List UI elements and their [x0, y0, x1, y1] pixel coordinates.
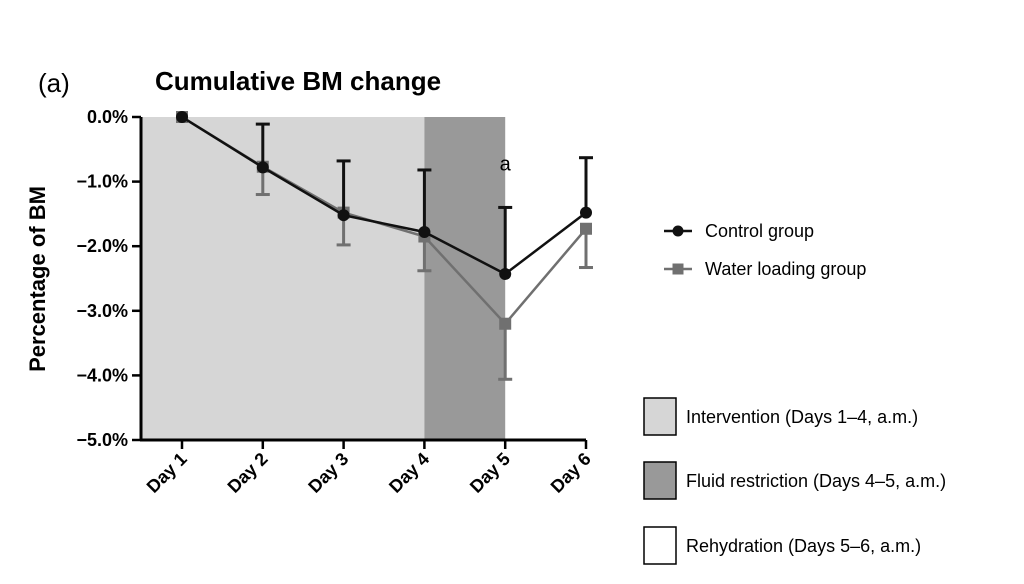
series-line — [181, 115, 587, 276]
legend: Control group Water loading group Interven… — [643, 221, 946, 565]
data-point — [176, 111, 188, 123]
y-tick-label: −5.0% — [76, 430, 128, 450]
legend-swatch — [643, 397, 677, 436]
annotations: a — [500, 154, 512, 176]
x-tick-label: Day 2 — [224, 449, 272, 497]
y-tick-label: −2.0% — [76, 236, 128, 256]
x-tick-label: Day 5 — [466, 449, 514, 497]
legend-region-label: Intervention (Days 1–4, a.m.) — [686, 407, 918, 427]
legend-label: Control group — [705, 221, 814, 241]
panel-label: (a) — [38, 68, 70, 98]
legend-label: Water loading group — [705, 259, 866, 279]
y-tick-label: 0.0% — [87, 107, 128, 127]
data-point — [499, 267, 512, 280]
data-point — [418, 225, 431, 238]
data-point — [256, 161, 269, 174]
x-tick-label: Day 3 — [304, 449, 352, 497]
data-point — [580, 206, 592, 219]
legend-marker — [672, 225, 684, 237]
legend-swatch — [643, 461, 677, 500]
series-0 — [176, 111, 593, 280]
y-axis-label: Percentage of BM — [25, 186, 50, 372]
chart-title: Cumulative BM change — [155, 66, 441, 96]
y-tick-label: −4.0% — [76, 365, 128, 385]
x-tick-label: Day 6 — [547, 449, 595, 497]
y-tick-label: −3.0% — [76, 301, 128, 321]
legend-marker — [672, 263, 684, 275]
y-tick-label: −1.0% — [76, 172, 128, 192]
legend-region-label: Rehydration (Days 5–6, a.m.) — [686, 536, 921, 556]
data-point — [499, 317, 512, 330]
region-0 — [141, 117, 425, 440]
region-backgrounds — [141, 117, 506, 440]
data-series — [176, 111, 593, 381]
data-point — [337, 209, 350, 222]
x-tick-label: Day 1 — [143, 449, 191, 497]
legend-swatch — [643, 526, 677, 565]
annotation-label: a — [500, 154, 512, 176]
data-point — [580, 222, 592, 235]
x-tick-label: Day 4 — [385, 449, 433, 497]
legend-region-label: Fluid restriction (Days 4–5, a.m.) — [686, 471, 946, 491]
